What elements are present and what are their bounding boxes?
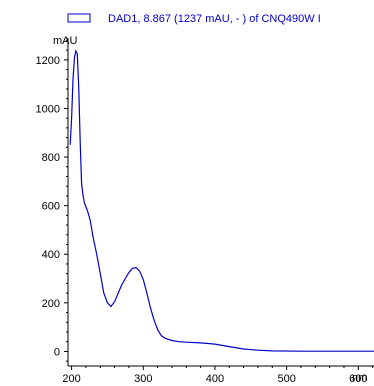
y-tick-label: 800 (42, 152, 60, 164)
y-tick-label: 0 (54, 346, 60, 358)
y-ticks: 0 200 400 600 800 1000 1200 (36, 39, 68, 362)
y-tick-label: 1200 (36, 55, 60, 67)
x-tick-label: 400 (206, 373, 224, 385)
y-tick-label: 600 (42, 201, 60, 213)
y-tick-label: 200 (42, 298, 60, 310)
y-unit-label: mAU (53, 35, 78, 47)
legend: DAD1, 8.867 (1237 mAU, - ) of CNQ490W I (67, 13, 321, 25)
legend-swatch (67, 13, 91, 23)
x-ticks: 200 300 400 500 600 (62, 366, 374, 385)
x-tick-label: 600 (349, 373, 367, 385)
x-unit-label: nm (352, 372, 367, 384)
y-tick-label: 1000 (36, 103, 60, 115)
y-tick-label: 400 (42, 249, 60, 261)
x-tick-label: 500 (277, 373, 295, 385)
x-tick-label: 200 (62, 373, 80, 385)
legend-label: DAD1, 8.867 (1237 mAU, - ) of CNQ490W I (108, 13, 321, 25)
series-line (69, 49, 374, 352)
x-tick-label: 300 (134, 373, 152, 385)
